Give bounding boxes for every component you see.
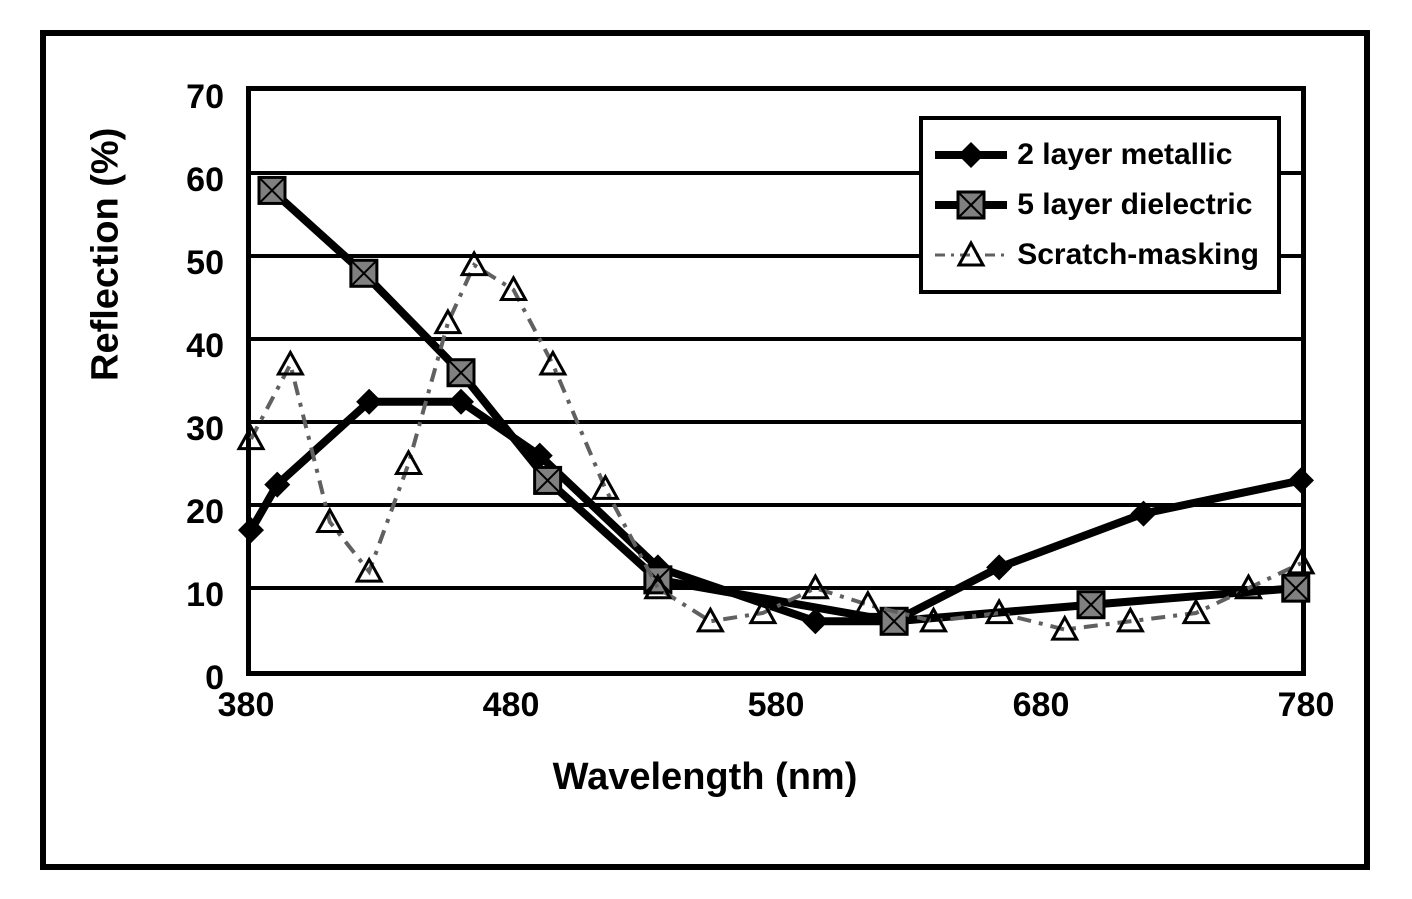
legend-swatch-1 <box>935 185 1007 225</box>
legend: 2 layer metallic 5 layer dielectric <box>919 116 1281 294</box>
series-1-marker-6 <box>1078 592 1104 618</box>
series-2-marker-9 <box>593 477 617 499</box>
series-1-marker-2 <box>448 360 474 386</box>
series-1-marker-0 <box>259 177 285 203</box>
series-1-marker-1 <box>351 260 377 286</box>
legend-swatch-2 <box>935 235 1007 275</box>
legend-swatch-0 <box>935 135 1007 175</box>
legend-label-0: 2 layer metallic <box>1017 138 1232 172</box>
series-1-marker-3 <box>535 467 561 493</box>
ytick-4: 40 <box>144 327 224 366</box>
series-2-marker-11 <box>698 609 722 631</box>
ytick-5: 50 <box>144 244 224 283</box>
legend-row-0: 2 layer metallic <box>935 130 1259 180</box>
xtick-4: 780 <box>1256 686 1356 725</box>
xtick-3: 680 <box>991 686 1091 725</box>
xtick-1: 480 <box>461 686 561 725</box>
chart-frame: Reflection (%) Wavelength (nm) 0 10 20 3… <box>40 30 1370 870</box>
legend-label-2: Scratch-masking <box>1017 238 1259 272</box>
series-2-marker-13 <box>803 576 827 598</box>
ytick-6: 60 <box>144 161 224 200</box>
legend-row-1: 5 layer dielectric <box>935 180 1259 230</box>
series-2-marker-4 <box>397 452 421 474</box>
ytick-7: 70 <box>144 78 224 117</box>
y-axis-label: Reflection (%) <box>85 128 128 381</box>
series-2-marker-21 <box>1289 551 1313 573</box>
series-1-marker-7 <box>1283 575 1309 601</box>
series-2-marker-5 <box>436 311 460 333</box>
ytick-2: 20 <box>144 493 224 532</box>
xtick-0: 380 <box>196 686 296 725</box>
series-2-marker-8 <box>541 352 565 374</box>
ytick-1: 10 <box>144 576 224 615</box>
x-axis-label: Wavelength (nm) <box>46 756 1364 799</box>
xtick-2: 580 <box>726 686 826 725</box>
legend-row-2: Scratch-masking <box>935 230 1259 280</box>
series-0-marker-10 <box>1288 467 1314 493</box>
legend-label-1: 5 layer dielectric <box>1017 188 1252 222</box>
plot-area: 2 layer metallic 5 layer dielectric <box>246 86 1306 676</box>
ytick-3: 30 <box>144 410 224 449</box>
series-0-marker-9 <box>1131 501 1157 527</box>
